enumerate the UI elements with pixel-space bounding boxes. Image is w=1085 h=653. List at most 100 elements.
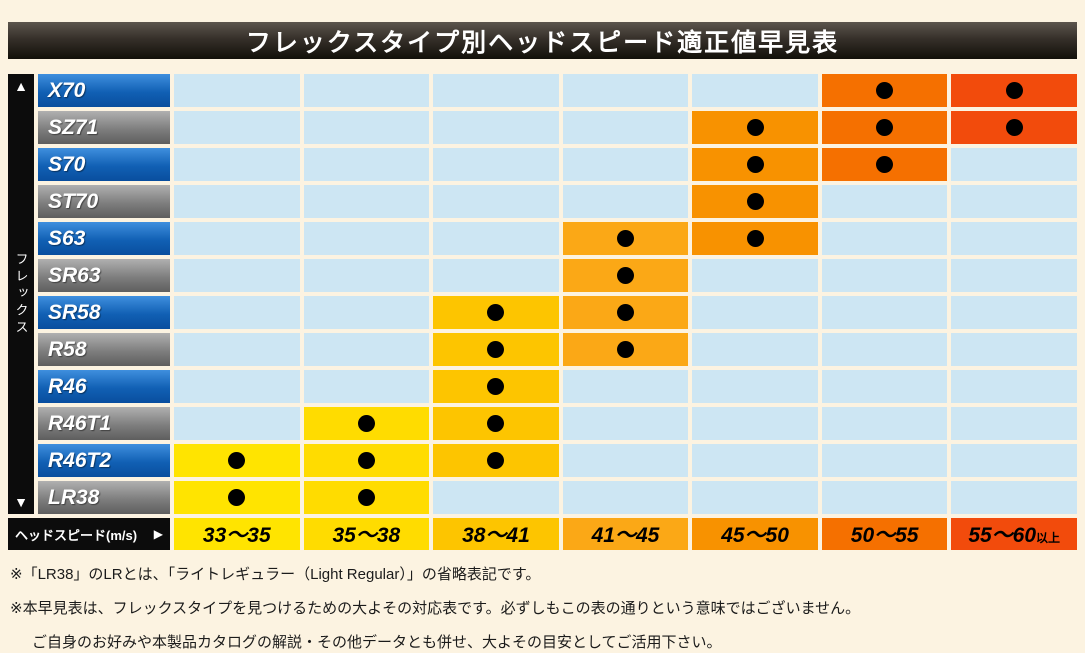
- footnotes: ※「LR38」のLRとは、「ライトレギュラー（Light Regular）」の省…: [8, 563, 1077, 652]
- cell-st70-5: [821, 185, 948, 218]
- cell-r46-1: [303, 370, 430, 403]
- dot-icon: [876, 82, 894, 99]
- cell-lr38-2: [433, 481, 559, 514]
- speed-range-header-0: 33～35: [174, 518, 300, 550]
- dot-icon: [746, 156, 764, 173]
- cell-sr58-2: [433, 296, 559, 329]
- cell-sr63-4: [692, 259, 818, 292]
- cell-s63-6: [951, 222, 1077, 255]
- dot-icon: [876, 119, 894, 136]
- dot-icon: [487, 378, 505, 395]
- speed-range-text: 35～38: [332, 524, 401, 547]
- dot-icon: [357, 489, 375, 506]
- cell-lr38-1: [303, 481, 430, 514]
- cell-sz71-1: [303, 111, 430, 144]
- cell-sz71-6: [951, 111, 1077, 144]
- cell-x70-2: [433, 74, 559, 107]
- cell-s63-5: [821, 222, 948, 255]
- cell-r58-0: [174, 333, 300, 366]
- cell-sr63-1: [303, 259, 430, 292]
- cell-r58-4: [692, 333, 818, 366]
- dot-icon: [616, 230, 634, 247]
- flex-axis: ▲ フレックス ▼: [8, 74, 34, 514]
- up-arrow-icon: ▲: [14, 78, 28, 94]
- cell-x70-3: [562, 74, 689, 107]
- row-label-r46t1: R46T1: [38, 407, 170, 440]
- cell-r46t2-6: [951, 444, 1077, 477]
- cell-sr58-4: [692, 296, 818, 329]
- cell-r46t2-4: [692, 444, 818, 477]
- cell-sz71-0: [174, 111, 300, 144]
- cell-st70-3: [562, 185, 689, 218]
- cell-s63-2: [433, 222, 559, 255]
- speed-range-text: 50～55: [850, 524, 919, 547]
- speed-range-suffix: 以上: [1036, 531, 1061, 545]
- cell-x70-6: [951, 74, 1077, 107]
- cell-r46-6: [951, 370, 1077, 403]
- cell-st70-6: [951, 185, 1077, 218]
- cell-r58-3: [562, 333, 689, 366]
- dot-icon: [487, 341, 505, 358]
- cell-st70-1: [303, 185, 430, 218]
- cell-sr58-3: [562, 296, 689, 329]
- cell-r46t2-3: [562, 444, 689, 477]
- speed-range-header-4: 45～50: [692, 518, 818, 550]
- cell-lr38-4: [692, 481, 818, 514]
- cell-s70-2: [433, 148, 559, 181]
- dot-icon: [746, 230, 764, 247]
- dot-icon: [746, 193, 764, 210]
- cell-sr58-6: [951, 296, 1077, 329]
- cell-s63-4: [692, 222, 818, 255]
- cell-s63-0: [174, 222, 300, 255]
- speed-range-header-6: 55～60以上: [951, 518, 1077, 550]
- dot-icon: [487, 415, 505, 432]
- cell-s70-6: [951, 148, 1077, 181]
- cell-st70-0: [174, 185, 300, 218]
- cell-s70-0: [174, 148, 300, 181]
- row-label-st70: ST70: [38, 185, 170, 218]
- cell-r46t1-4: [692, 407, 818, 440]
- cell-r58-5: [821, 333, 948, 366]
- dot-icon: [228, 489, 246, 506]
- dot-icon: [487, 304, 505, 321]
- cell-x70-1: [303, 74, 430, 107]
- cell-lr38-6: [951, 481, 1077, 514]
- cell-st70-2: [433, 185, 559, 218]
- dot-icon: [616, 304, 634, 321]
- row-label-lr38: LR38: [38, 481, 170, 514]
- cell-lr38-3: [562, 481, 689, 514]
- cell-sr63-0: [174, 259, 300, 292]
- cell-r46t1-5: [821, 407, 948, 440]
- cell-sr58-5: [821, 296, 948, 329]
- speed-axis-label: ヘッドスピード(m/s): [15, 527, 138, 543]
- cell-x70-5: [821, 74, 948, 107]
- cell-sr63-3: [562, 259, 689, 292]
- speed-range-header-2: 38～41: [433, 518, 559, 550]
- cell-s70-3: [562, 148, 689, 181]
- footnote-line-3: ご自身のお好みや本製品カタログの解説・その他データとも併せ、大よその目安としてご…: [32, 634, 722, 651]
- cell-s63-1: [303, 222, 430, 255]
- speed-axis-header: ヘッドスピード(m/s) ▶: [8, 518, 170, 550]
- dot-icon: [1005, 119, 1023, 136]
- cell-r46-4: [692, 370, 818, 403]
- footnote-line-1: ※「LR38」のLRとは、「ライトレギュラー（Light Regular）」の省…: [10, 566, 541, 583]
- cell-sz71-3: [562, 111, 689, 144]
- dot-icon: [228, 452, 246, 469]
- cell-sr63-2: [433, 259, 559, 292]
- cell-r46t1-0: [174, 407, 300, 440]
- row-label-sr63: SR63: [38, 259, 170, 292]
- speed-range-text: 45～50: [721, 524, 789, 547]
- flex-axis-label: フレックス: [13, 251, 29, 337]
- cell-s70-5: [821, 148, 948, 181]
- cell-lr38-5: [821, 481, 948, 514]
- dot-icon: [616, 341, 634, 358]
- row-label-r58: R58: [38, 333, 170, 366]
- page-title: フレックスタイプ別ヘッドスピード適正値早見表: [8, 22, 1077, 59]
- dot-icon: [746, 119, 764, 136]
- cell-r46t1-6: [951, 407, 1077, 440]
- cell-r46t2-0: [174, 444, 300, 477]
- cell-r58-6: [951, 333, 1077, 366]
- cell-r58-1: [303, 333, 430, 366]
- cell-r46t2-1: [303, 444, 430, 477]
